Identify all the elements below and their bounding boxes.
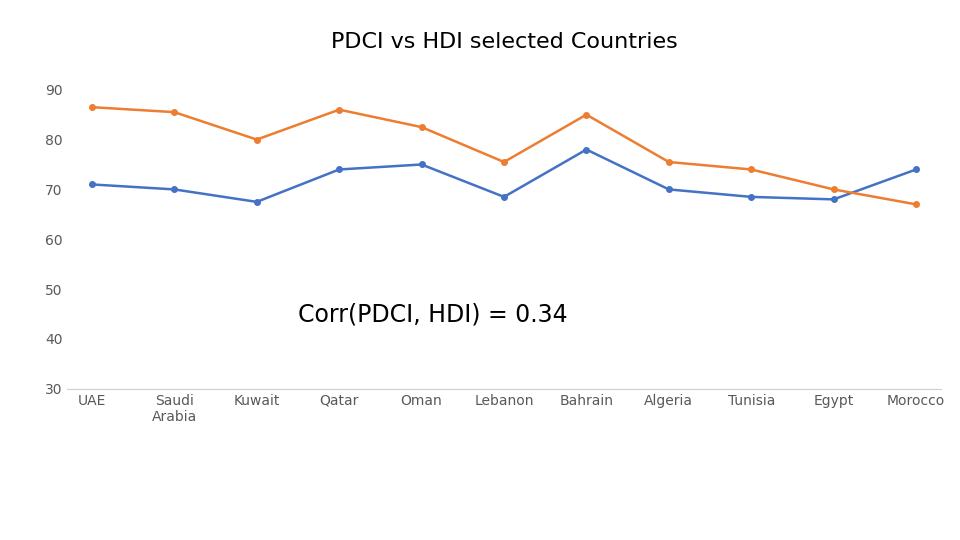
- PDCI: [86, 181, 98, 188]
- PDCI: [169, 186, 180, 193]
- PDCI: [828, 196, 839, 202]
- HDI: [828, 186, 839, 193]
- HDI: [86, 104, 98, 110]
- HDI: [663, 159, 675, 165]
- Line: HDI: HDI: [89, 104, 919, 207]
- HDI: [416, 124, 427, 130]
- Text: Corr(PDCI, HDI) = 0.34: Corr(PDCI, HDI) = 0.34: [298, 302, 567, 326]
- PDCI: [746, 194, 757, 200]
- HDI: [910, 201, 922, 207]
- HDI: [251, 136, 262, 143]
- Line: PDCI: PDCI: [89, 147, 919, 205]
- PDCI: [910, 166, 922, 173]
- PDCI: [333, 166, 345, 173]
- PDCI: [416, 161, 427, 168]
- HDI: [746, 166, 757, 173]
- PDCI: [251, 199, 262, 205]
- Title: PDCI vs HDI selected Countries: PDCI vs HDI selected Countries: [330, 32, 678, 52]
- HDI: [498, 159, 510, 165]
- HDI: [169, 109, 180, 116]
- PDCI: [581, 146, 592, 153]
- PDCI: [663, 186, 675, 193]
- HDI: [333, 106, 345, 113]
- PDCI: [498, 194, 510, 200]
- HDI: [581, 111, 592, 118]
